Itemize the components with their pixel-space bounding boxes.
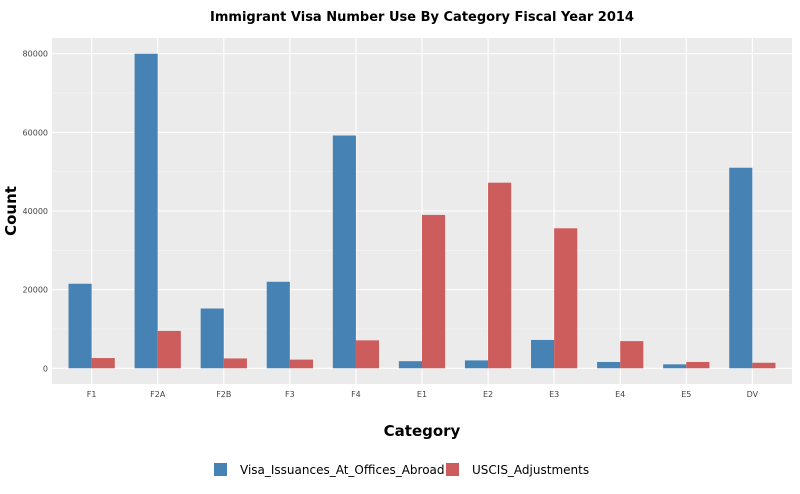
bar-e4-series-2	[620, 341, 644, 369]
x-tick-label: E2	[483, 390, 493, 399]
bar-e1-series-1	[398, 361, 422, 369]
legend-swatch-series-2	[446, 463, 459, 476]
bar-dv-series-1	[729, 167, 753, 369]
x-axis-title: Category	[384, 422, 461, 440]
y-tick-labels: 0 20000 40000 60000 80000	[23, 50, 48, 374]
bar-e3-series-1	[531, 339, 555, 369]
y-tick-label: 80000	[23, 50, 48, 59]
bar-f4-series-1	[332, 135, 356, 369]
y-tick-label: 20000	[23, 286, 48, 295]
bar-e5-series-2	[686, 361, 710, 369]
bar-f2b-series-2	[223, 358, 247, 369]
x-tick-label: E5	[681, 390, 691, 399]
y-tick-label: 0	[43, 364, 48, 373]
y-tick-label: 40000	[23, 207, 48, 216]
bar-f1-series-2	[91, 358, 115, 369]
bar-e4-series-1	[597, 361, 621, 369]
bars-group	[68, 53, 776, 369]
x-tick-label: E1	[417, 390, 427, 399]
chart-title: Immigrant Visa Number Use By Category Fi…	[210, 10, 634, 25]
bar-f2b-series-1	[200, 308, 224, 369]
bar-e3-series-2	[554, 228, 578, 369]
bar-f3-series-1	[266, 281, 290, 369]
bar-f3-series-2	[289, 359, 313, 369]
bar-f1-series-1	[68, 283, 92, 369]
x-tick-label: F2B	[216, 390, 231, 399]
x-tick-label: F1	[87, 390, 97, 399]
x-tick-label: E4	[615, 390, 625, 399]
x-tick-label: DV	[747, 390, 759, 399]
bar-dv-series-2	[752, 362, 776, 369]
x-tick-labels: F1 F2A F2B F3 F4 E1 E2 E3 E4 E5 DV	[87, 390, 759, 399]
bar-e5-series-1	[663, 364, 687, 369]
y-axis-title: Count	[2, 186, 20, 236]
bar-e1-series-2	[422, 214, 446, 369]
legend-swatch-series-1	[214, 463, 227, 476]
x-tick-label: F2A	[150, 390, 166, 399]
bar-f2a-series-1	[134, 53, 158, 369]
legend-label-series-2: USCIS_Adjustments	[472, 463, 589, 477]
bar-e2-series-2	[488, 182, 512, 369]
legend-label-series-1: Visa_Issuances_At_Offices_Abroad	[240, 463, 445, 477]
bar-e2-series-1	[464, 360, 489, 369]
legend: Visa_Issuances_At_Offices_Abroad USCIS_Ad…	[214, 463, 589, 477]
x-tick-label: E3	[549, 390, 559, 399]
x-tick-label: F4	[351, 390, 361, 399]
x-tick-label: F3	[285, 390, 295, 399]
y-tick-label: 60000	[23, 128, 48, 137]
bar-f2a-series-2	[157, 330, 181, 369]
bar-f4-series-2	[355, 340, 380, 369]
